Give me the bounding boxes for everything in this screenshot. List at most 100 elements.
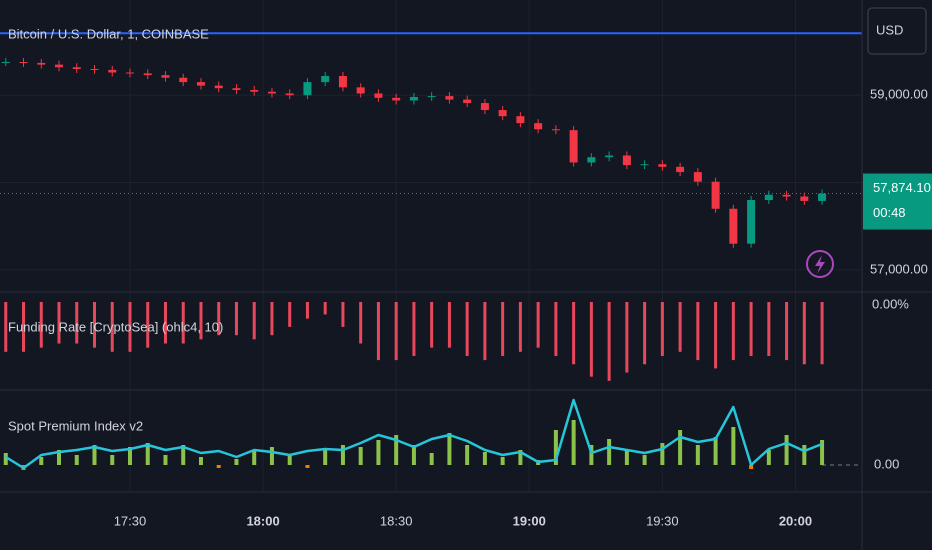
candle xyxy=(19,62,28,64)
bar xyxy=(802,445,807,465)
bar xyxy=(22,302,26,352)
candle xyxy=(498,110,507,117)
y-tick-label: 0.00 xyxy=(874,456,899,471)
bar xyxy=(625,302,629,373)
bar xyxy=(784,435,789,465)
bar xyxy=(429,453,434,465)
y-tick-label: 59,000.00 xyxy=(870,87,928,102)
bar xyxy=(376,440,381,465)
bar xyxy=(589,445,594,465)
candle xyxy=(516,116,525,124)
candle xyxy=(161,75,170,78)
candle xyxy=(214,85,223,89)
bar xyxy=(252,302,256,340)
bar xyxy=(340,445,345,465)
indicator-title: Spot Premium Index v2 xyxy=(8,418,143,433)
bar xyxy=(394,302,398,361)
candle xyxy=(445,96,454,100)
bar xyxy=(820,302,824,365)
bar xyxy=(430,302,434,348)
candle xyxy=(55,64,64,68)
candle xyxy=(676,166,685,173)
candle xyxy=(1,62,10,64)
candle xyxy=(179,77,188,83)
last-price-box xyxy=(863,173,932,230)
bar xyxy=(713,437,718,465)
currency-label: USD xyxy=(876,22,903,37)
bar xyxy=(181,302,185,344)
bar xyxy=(323,302,327,315)
candle xyxy=(303,82,312,96)
candle xyxy=(764,194,773,201)
candle xyxy=(250,89,259,92)
bar xyxy=(607,439,612,465)
candle xyxy=(658,164,667,167)
candle xyxy=(693,172,702,182)
bar xyxy=(412,302,416,356)
candle xyxy=(125,72,134,74)
bar xyxy=(589,302,593,377)
bar xyxy=(39,457,44,465)
x-tick-label: 19:00 xyxy=(513,513,546,528)
candle xyxy=(480,103,489,111)
bar xyxy=(323,450,328,465)
bar xyxy=(57,450,62,465)
candle xyxy=(72,67,81,70)
candle xyxy=(427,96,436,98)
bar xyxy=(678,302,682,352)
bar xyxy=(820,440,825,465)
bar xyxy=(358,447,363,465)
candle xyxy=(37,62,46,65)
bar xyxy=(553,430,558,465)
bar xyxy=(749,465,754,469)
alert-bolt xyxy=(815,255,825,274)
bar xyxy=(163,302,167,344)
bar xyxy=(270,302,274,336)
candle xyxy=(622,155,631,166)
currency-button[interactable] xyxy=(867,7,927,55)
bar xyxy=(465,445,470,465)
bar xyxy=(643,302,647,365)
bar xyxy=(57,302,61,344)
candle xyxy=(374,93,383,98)
bar xyxy=(39,302,43,348)
bar xyxy=(766,450,771,465)
candle xyxy=(338,75,347,88)
candle xyxy=(729,208,738,244)
bar xyxy=(500,457,505,465)
x-tick-label: 20:00 xyxy=(779,513,812,528)
x-tick-label: 18:00 xyxy=(246,513,279,528)
candle xyxy=(782,194,791,197)
bar xyxy=(198,457,203,465)
bar xyxy=(447,302,451,348)
bar xyxy=(571,420,576,465)
bar xyxy=(163,455,168,465)
candle xyxy=(108,69,117,73)
bar xyxy=(394,435,399,465)
indicator-title: Funding Rate [CryptoSea] (ohlc4, 10) xyxy=(8,319,223,334)
bar xyxy=(749,302,753,356)
bar xyxy=(146,302,150,348)
bar xyxy=(465,302,469,356)
bar xyxy=(359,302,363,344)
bar xyxy=(305,465,310,468)
bar xyxy=(482,452,487,465)
x-tick-label: 19:30 xyxy=(646,513,679,528)
bar xyxy=(92,302,96,348)
candle xyxy=(143,73,152,76)
bar xyxy=(92,445,97,465)
candle xyxy=(747,200,756,244)
bar xyxy=(305,302,309,319)
bar xyxy=(234,459,239,465)
alert-icon[interactable] xyxy=(806,250,834,278)
candle xyxy=(569,130,578,163)
candle xyxy=(551,129,560,131)
bar xyxy=(802,302,806,365)
countdown-label: 00:48 xyxy=(873,205,906,220)
candle xyxy=(711,181,720,209)
bar xyxy=(199,302,203,340)
candle xyxy=(356,87,365,94)
bar xyxy=(660,302,664,356)
